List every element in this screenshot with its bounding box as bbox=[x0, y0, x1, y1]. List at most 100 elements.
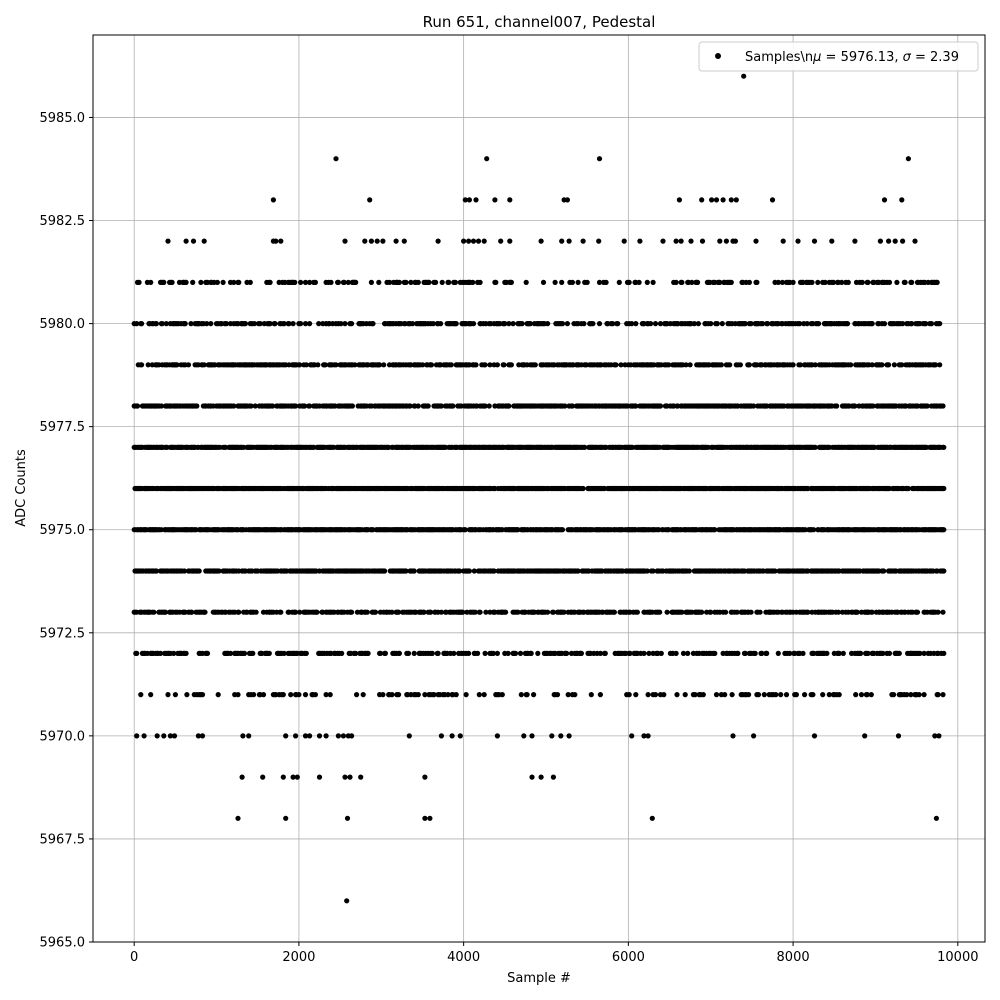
data-point bbox=[683, 362, 689, 368]
data-point bbox=[746, 279, 753, 285]
data-point bbox=[562, 403, 568, 409]
data-point bbox=[181, 568, 187, 574]
data-point bbox=[201, 362, 207, 368]
data-point bbox=[182, 321, 188, 327]
data-point bbox=[253, 609, 259, 615]
data-point bbox=[430, 321, 436, 327]
data-point bbox=[569, 279, 576, 285]
data-point bbox=[248, 403, 254, 409]
data-point bbox=[714, 321, 720, 327]
data-point bbox=[302, 403, 308, 409]
data-point bbox=[410, 321, 416, 327]
data-point bbox=[158, 403, 164, 409]
data-point bbox=[370, 321, 376, 327]
data-point bbox=[307, 403, 313, 409]
data-point bbox=[501, 362, 507, 368]
data-point bbox=[139, 321, 145, 327]
data-point bbox=[602, 650, 608, 657]
data-point bbox=[159, 321, 165, 327]
data-point bbox=[634, 609, 641, 615]
data-point bbox=[633, 321, 639, 327]
data-point bbox=[433, 279, 439, 285]
data-point bbox=[183, 650, 189, 657]
data-point bbox=[615, 321, 621, 327]
data-point bbox=[241, 650, 248, 657]
data-point bbox=[510, 321, 516, 327]
data-point bbox=[278, 609, 284, 615]
data-point bbox=[328, 279, 334, 285]
data-point bbox=[335, 279, 341, 285]
data-point bbox=[204, 650, 211, 657]
data-point bbox=[775, 279, 781, 285]
data-point bbox=[935, 609, 941, 615]
data-point bbox=[545, 321, 551, 327]
data-point bbox=[307, 279, 313, 285]
data-point bbox=[314, 609, 320, 615]
data-point bbox=[148, 279, 154, 285]
data-point bbox=[845, 279, 851, 285]
data-point bbox=[493, 279, 499, 285]
data-point bbox=[923, 321, 929, 327]
data-point bbox=[610, 321, 616, 327]
data-point bbox=[466, 568, 472, 574]
data-point bbox=[886, 279, 893, 285]
data-point bbox=[644, 279, 650, 285]
data-point bbox=[596, 321, 603, 327]
data-point bbox=[723, 609, 729, 615]
data-point bbox=[446, 279, 452, 285]
data-point bbox=[470, 279, 476, 285]
data-point bbox=[475, 650, 481, 657]
data-point bbox=[590, 321, 596, 327]
data-point bbox=[473, 362, 479, 368]
data-point bbox=[487, 362, 493, 368]
data-point bbox=[477, 609, 483, 615]
data-point bbox=[341, 279, 347, 285]
data-point bbox=[208, 321, 214, 327]
data-point bbox=[377, 362, 383, 368]
data-point bbox=[834, 403, 840, 409]
data-point bbox=[151, 609, 157, 615]
data-point bbox=[527, 321, 534, 327]
data-point bbox=[169, 279, 175, 285]
data-point bbox=[502, 321, 508, 327]
data-point bbox=[712, 527, 718, 533]
data-point bbox=[941, 444, 947, 450]
data-point bbox=[411, 650, 417, 657]
data-point bbox=[270, 403, 276, 409]
data-point bbox=[869, 362, 875, 368]
data-point bbox=[717, 279, 723, 285]
data-point bbox=[559, 279, 565, 285]
data-point bbox=[933, 362, 939, 368]
data-point bbox=[790, 362, 796, 368]
data-point bbox=[848, 362, 854, 368]
data-point bbox=[345, 279, 351, 285]
data-point bbox=[338, 321, 344, 327]
data-point bbox=[257, 321, 263, 327]
data-point bbox=[302, 321, 309, 327]
data-point bbox=[408, 279, 414, 285]
data-point bbox=[517, 650, 524, 657]
data-point bbox=[894, 279, 900, 285]
data-point bbox=[564, 650, 570, 657]
data-point bbox=[816, 321, 822, 327]
data-point bbox=[580, 485, 586, 492]
data-point bbox=[708, 321, 714, 327]
data-point bbox=[909, 321, 915, 327]
data-point bbox=[559, 321, 566, 327]
data-point bbox=[611, 609, 618, 615]
data-point bbox=[428, 362, 435, 368]
data-point bbox=[812, 444, 818, 450]
data-point bbox=[691, 321, 697, 327]
data-point bbox=[153, 321, 159, 327]
data-point bbox=[425, 403, 431, 409]
data-point bbox=[364, 609, 370, 615]
data-point bbox=[298, 279, 304, 285]
data-point bbox=[231, 403, 237, 409]
data-point bbox=[266, 650, 272, 657]
data-point bbox=[452, 279, 458, 285]
data-point bbox=[508, 279, 514, 285]
data-point bbox=[934, 279, 940, 285]
data-point bbox=[779, 279, 786, 285]
data-point bbox=[236, 609, 242, 615]
data-point bbox=[564, 321, 571, 327]
